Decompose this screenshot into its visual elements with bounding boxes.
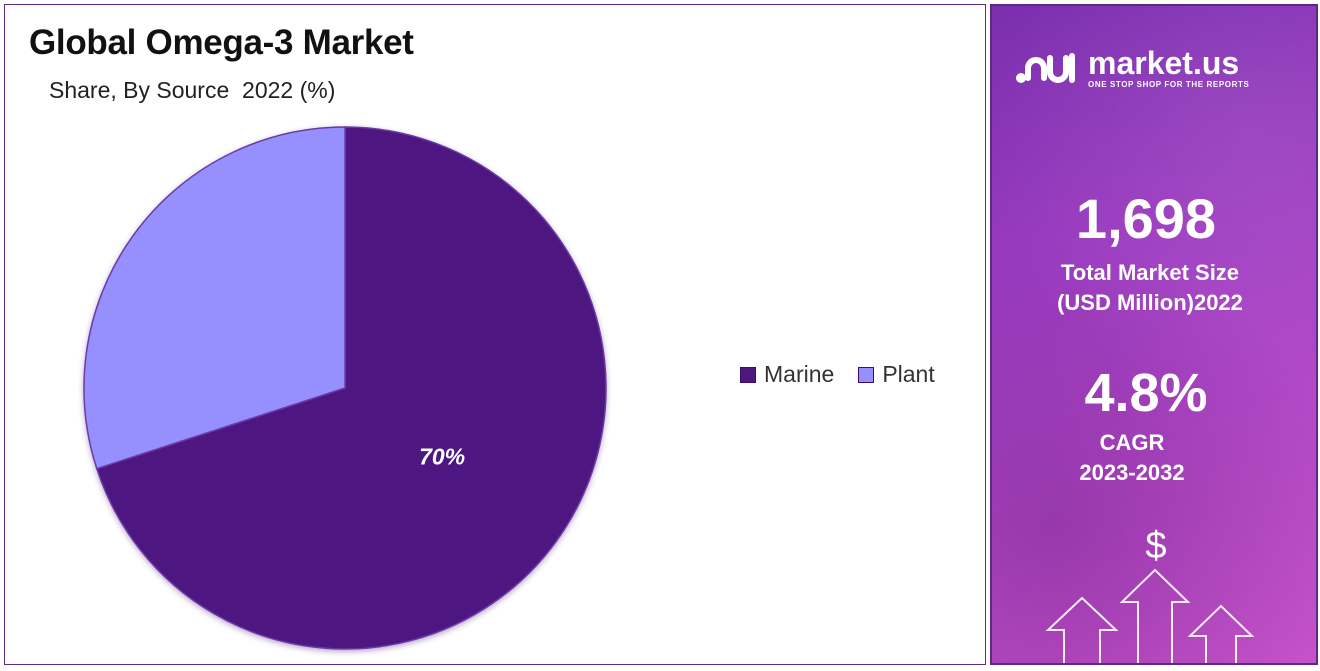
chart-title: Global Omega-3 Market <box>29 23 414 62</box>
chart-subtitle: Share, By Source 2022 (%) <box>49 77 336 103</box>
dollar-icon: $ <box>1145 525 1166 567</box>
info-panel: market.us ONE STOP SHOP FOR THE REPORTS … <box>990 4 1318 665</box>
background-overlay <box>992 6 1316 663</box>
market-size-label-line1: Total Market Size <box>1060 260 1240 285</box>
legend-item-plant: Plant <box>858 361 935 388</box>
market-size-value: 1,698 <box>1075 187 1217 250</box>
legend-swatch-marine <box>740 366 756 383</box>
cagr-label-line2: 2023-2032 <box>1079 460 1185 485</box>
brand-logo: market.us ONE STOP SHOP FOR THE REPORTS <box>1014 46 1249 89</box>
legend: Marine Plant <box>740 361 935 388</box>
chart-panel: Global Omega-3 Market Share, By Source 2… <box>4 4 986 665</box>
legend-label-marine: Marine <box>764 361 835 387</box>
cagr-value: 4.8% <box>1084 363 1208 423</box>
growth-arrows-icon: $ <box>1045 525 1255 663</box>
pie-slices <box>83 126 607 650</box>
brand-name: market.us <box>1088 45 1240 81</box>
legend-swatch-plant <box>858 366 875 383</box>
pie-labels: 70% <box>419 444 465 470</box>
pie-slice-marine <box>95 126 607 650</box>
legend-item-marine: Marine <box>740 361 834 388</box>
legend-label-plant: Plant <box>882 361 935 387</box>
pie-slice-plant <box>83 126 346 470</box>
pie-chart: 70% <box>83 126 607 650</box>
market-us-logo-icon <box>1016 52 1075 83</box>
market-size-label-line2: (USD Million)2022 <box>1057 290 1243 315</box>
cagr-label-line1: CAGR <box>1099 430 1165 455</box>
data-label-marine: 70% <box>419 444 465 470</box>
brand-tagline: ONE STOP SHOP FOR THE REPORTS <box>1088 80 1250 89</box>
